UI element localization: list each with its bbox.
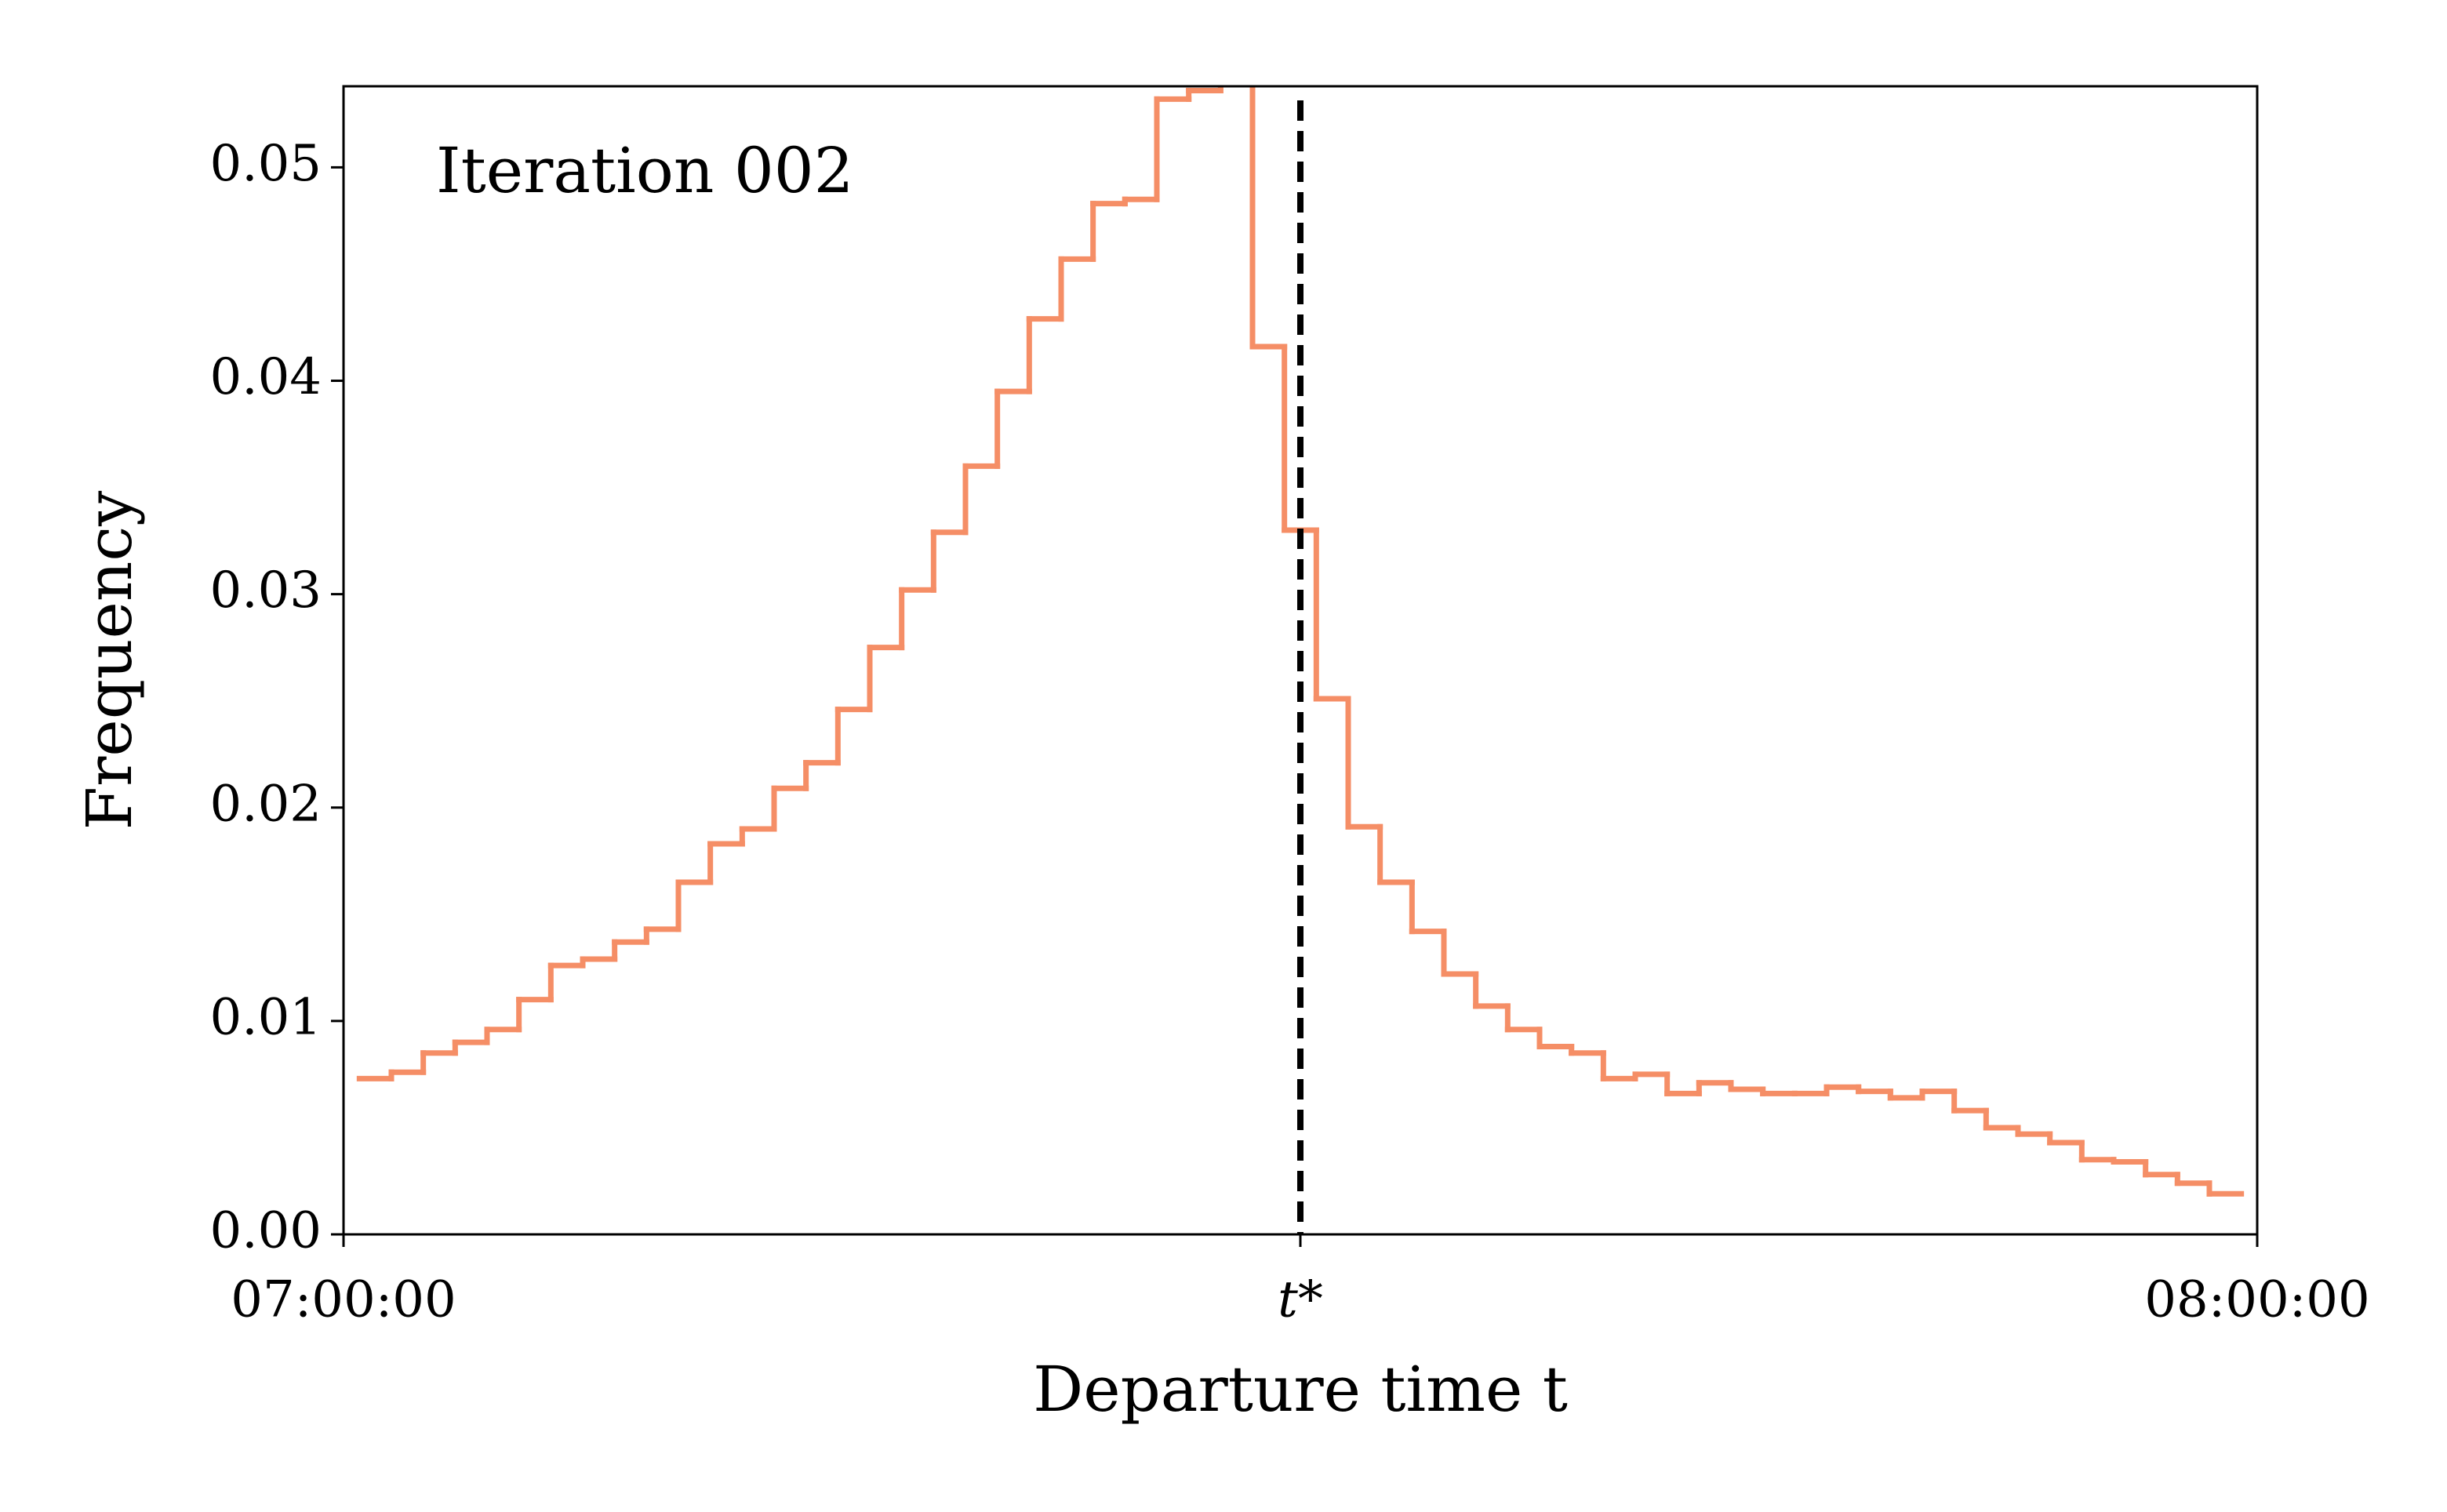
x-axis-label: Departure time t (1033, 1353, 1568, 1426)
y-tick-label: 0.02 (210, 775, 322, 833)
y-tick-label: 0.04 (210, 348, 322, 406)
x-tick-label: 08:00:00 (2144, 1271, 2369, 1329)
y-axis-label: Frequency (73, 491, 146, 831)
y-tick-label: 0.01 (210, 988, 322, 1046)
y-tick-label: 0.00 (210, 1202, 322, 1260)
x-tick-label: t* (1278, 1271, 1323, 1329)
annotation: Iteration 002 (436, 134, 854, 207)
x-tick-label: 07:00:00 (231, 1271, 456, 1329)
y-tick-label: 0.03 (210, 562, 322, 620)
y-tick-label: 0.05 (210, 135, 322, 193)
plot-frame (342, 85, 2259, 1236)
histogram (356, 86, 2245, 1197)
